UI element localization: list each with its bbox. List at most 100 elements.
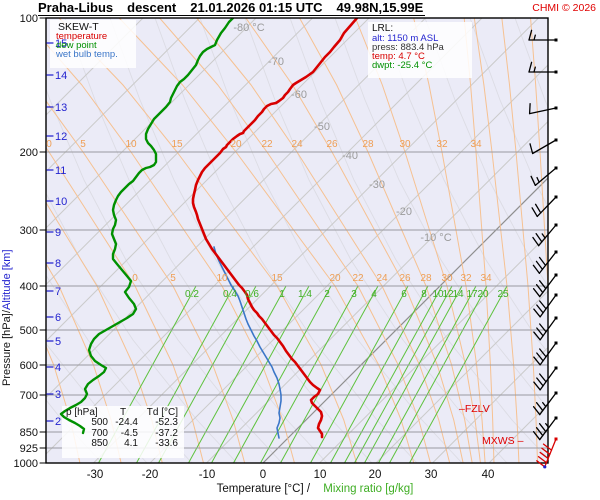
svg-text:-80 °C: -80 °C [233, 22, 264, 34]
pressure-axis: 100 200 300 400 500 600 700 850 925 1000 [14, 13, 47, 470]
lrl-info-box: LRL: alt: 1150 m ASL press: 883.4 hPa te… [372, 23, 444, 71]
svg-text:0.2: 0.2 [185, 289, 199, 300]
station-name: Praha-Libus [38, 0, 114, 15]
wind-barb [532, 273, 558, 298]
svg-text:34: 34 [480, 273, 492, 284]
wind-barb [533, 316, 558, 341]
svg-text:28: 28 [420, 273, 432, 284]
svg-text:20: 20 [230, 139, 242, 150]
wind-barb [532, 250, 558, 274]
svg-text:1000: 1000 [14, 458, 38, 470]
axis-label-separator: / [1, 310, 13, 314]
svg-text:0: 0 [132, 273, 138, 284]
lrl-dewpoint: dwpt: -25.4 °C [372, 60, 433, 71]
svg-text:30: 30 [441, 273, 453, 284]
svg-text:15: 15 [171, 139, 183, 150]
svg-text:32: 32 [436, 139, 448, 150]
svg-text:25: 25 [497, 289, 509, 300]
table-cell: -37.2 [155, 427, 178, 439]
wind-barb [532, 223, 558, 247]
svg-text:-40: -40 [342, 150, 358, 162]
svg-text:11: 11 [55, 165, 66, 177]
svg-text:600: 600 [20, 360, 38, 372]
svg-text:10: 10 [314, 469, 327, 481]
legend-item-dewpoint: dew point [56, 39, 97, 51]
wind-barb [532, 391, 558, 416]
wind-barb [536, 437, 558, 469]
svg-text:1: 1 [279, 289, 285, 300]
wind-barb [528, 29, 558, 42]
svg-text:0: 0 [46, 139, 52, 150]
svg-text:26: 26 [326, 139, 338, 150]
svg-text:3: 3 [351, 289, 357, 300]
svg-text:-70: -70 [268, 56, 284, 68]
table-cell: 4.1 [124, 437, 138, 449]
svg-text:-10: -10 [199, 469, 216, 481]
svg-text:2: 2 [55, 416, 61, 428]
wind-barb [533, 341, 558, 366]
table-cell: -52.3 [155, 417, 178, 429]
svg-text:0.6: 0.6 [245, 289, 259, 300]
lrl-box-bg [368, 22, 472, 78]
wind-barb [533, 366, 558, 391]
table-header-pressure: p [hPa] [66, 407, 98, 418]
svg-text:2: 2 [324, 289, 330, 300]
svg-text:-30: -30 [87, 469, 104, 481]
legend-item-temperature: temperature [56, 31, 108, 42]
svg-text:7: 7 [55, 286, 61, 298]
temperature-axis: -30 -20 -10 0 10 20 30 40 [87, 469, 495, 481]
svg-text:6: 6 [401, 289, 407, 300]
table-cell: 700 [91, 427, 108, 439]
legend-title: SKEW-T [58, 21, 99, 33]
svg-text:925: 925 [20, 443, 38, 455]
page-title: Praha-Libus descent 21.01.2026 01:15 UTC 49… [38, 0, 426, 16]
svg-text:500: 500 [20, 325, 38, 337]
svg-text:3: 3 [55, 389, 61, 401]
svg-text:400: 400 [20, 281, 38, 293]
lrl-title: LRL: [372, 23, 394, 34]
svg-text:-60: -60 [291, 89, 307, 101]
lrl-pressure: press: 883.4 hPa [372, 42, 444, 53]
svg-text:0.4: 0.4 [223, 289, 237, 300]
adiabat-labels: 0 5 10 15 20 22 24 26 28 30 32 34 0 5 10 15 20 22 24 26 28 30… [46, 139, 492, 284]
wind-barb [530, 166, 558, 187]
svg-text:-50: -50 [314, 121, 330, 133]
svg-text:4: 4 [55, 362, 61, 374]
svg-text:10: 10 [432, 289, 444, 300]
svg-text:300: 300 [20, 225, 38, 237]
svg-text:17: 17 [466, 289, 478, 300]
mixing-ratio-axis-label: Mixing ratio [g/kg] [323, 483, 414, 495]
isotherm-labels: -80 °C -70 -60 -50 -40 -30 -20 -10 °C [233, 22, 451, 244]
svg-text:8: 8 [55, 258, 61, 270]
svg-text:5: 5 [80, 139, 86, 150]
svg-text:5: 5 [55, 336, 61, 348]
svg-text:-10 °C: -10 °C [420, 232, 451, 244]
svg-text:40: 40 [482, 469, 495, 481]
legend-item-wetbulb: wet bulb temp. [56, 48, 118, 60]
altitude-axis-label: Altitude [km] [1, 249, 13, 311]
copyright-text: CHMI © 2026 [532, 2, 596, 14]
pressure-axis-label: Pressure [hPa] [1, 313, 13, 387]
plot-area [46, 18, 548, 463]
svg-text:15: 15 [271, 273, 283, 284]
svg-text:4: 4 [371, 289, 377, 300]
max-wind-marker: MXWS – [482, 435, 524, 447]
svg-text:20: 20 [329, 273, 341, 284]
y-axis-label: Pressure [hPa] / Altitude [km] [1, 150, 13, 486]
moist-adiabat-lines [46, 18, 548, 463]
svg-text:24: 24 [291, 139, 303, 150]
svg-text:32: 32 [460, 273, 472, 284]
svg-text:15: 15 [55, 38, 67, 50]
svg-text:26: 26 [399, 273, 411, 284]
wind-barb [529, 138, 558, 155]
svg-text:14: 14 [452, 289, 464, 300]
legend: SKEW-T temperature dew point wet bulb te… [56, 21, 118, 59]
table-header-temperature: T [119, 407, 127, 418]
svg-text:34: 34 [470, 139, 482, 150]
x-axis-label: Temperature [°C] / Mixing ratio [g/kg] [150, 483, 480, 495]
wind-barb [528, 102, 558, 115]
lrl-temperature: temp: 4.7 °C [372, 51, 425, 62]
freezing-level-marker: –FZLV [459, 403, 490, 415]
